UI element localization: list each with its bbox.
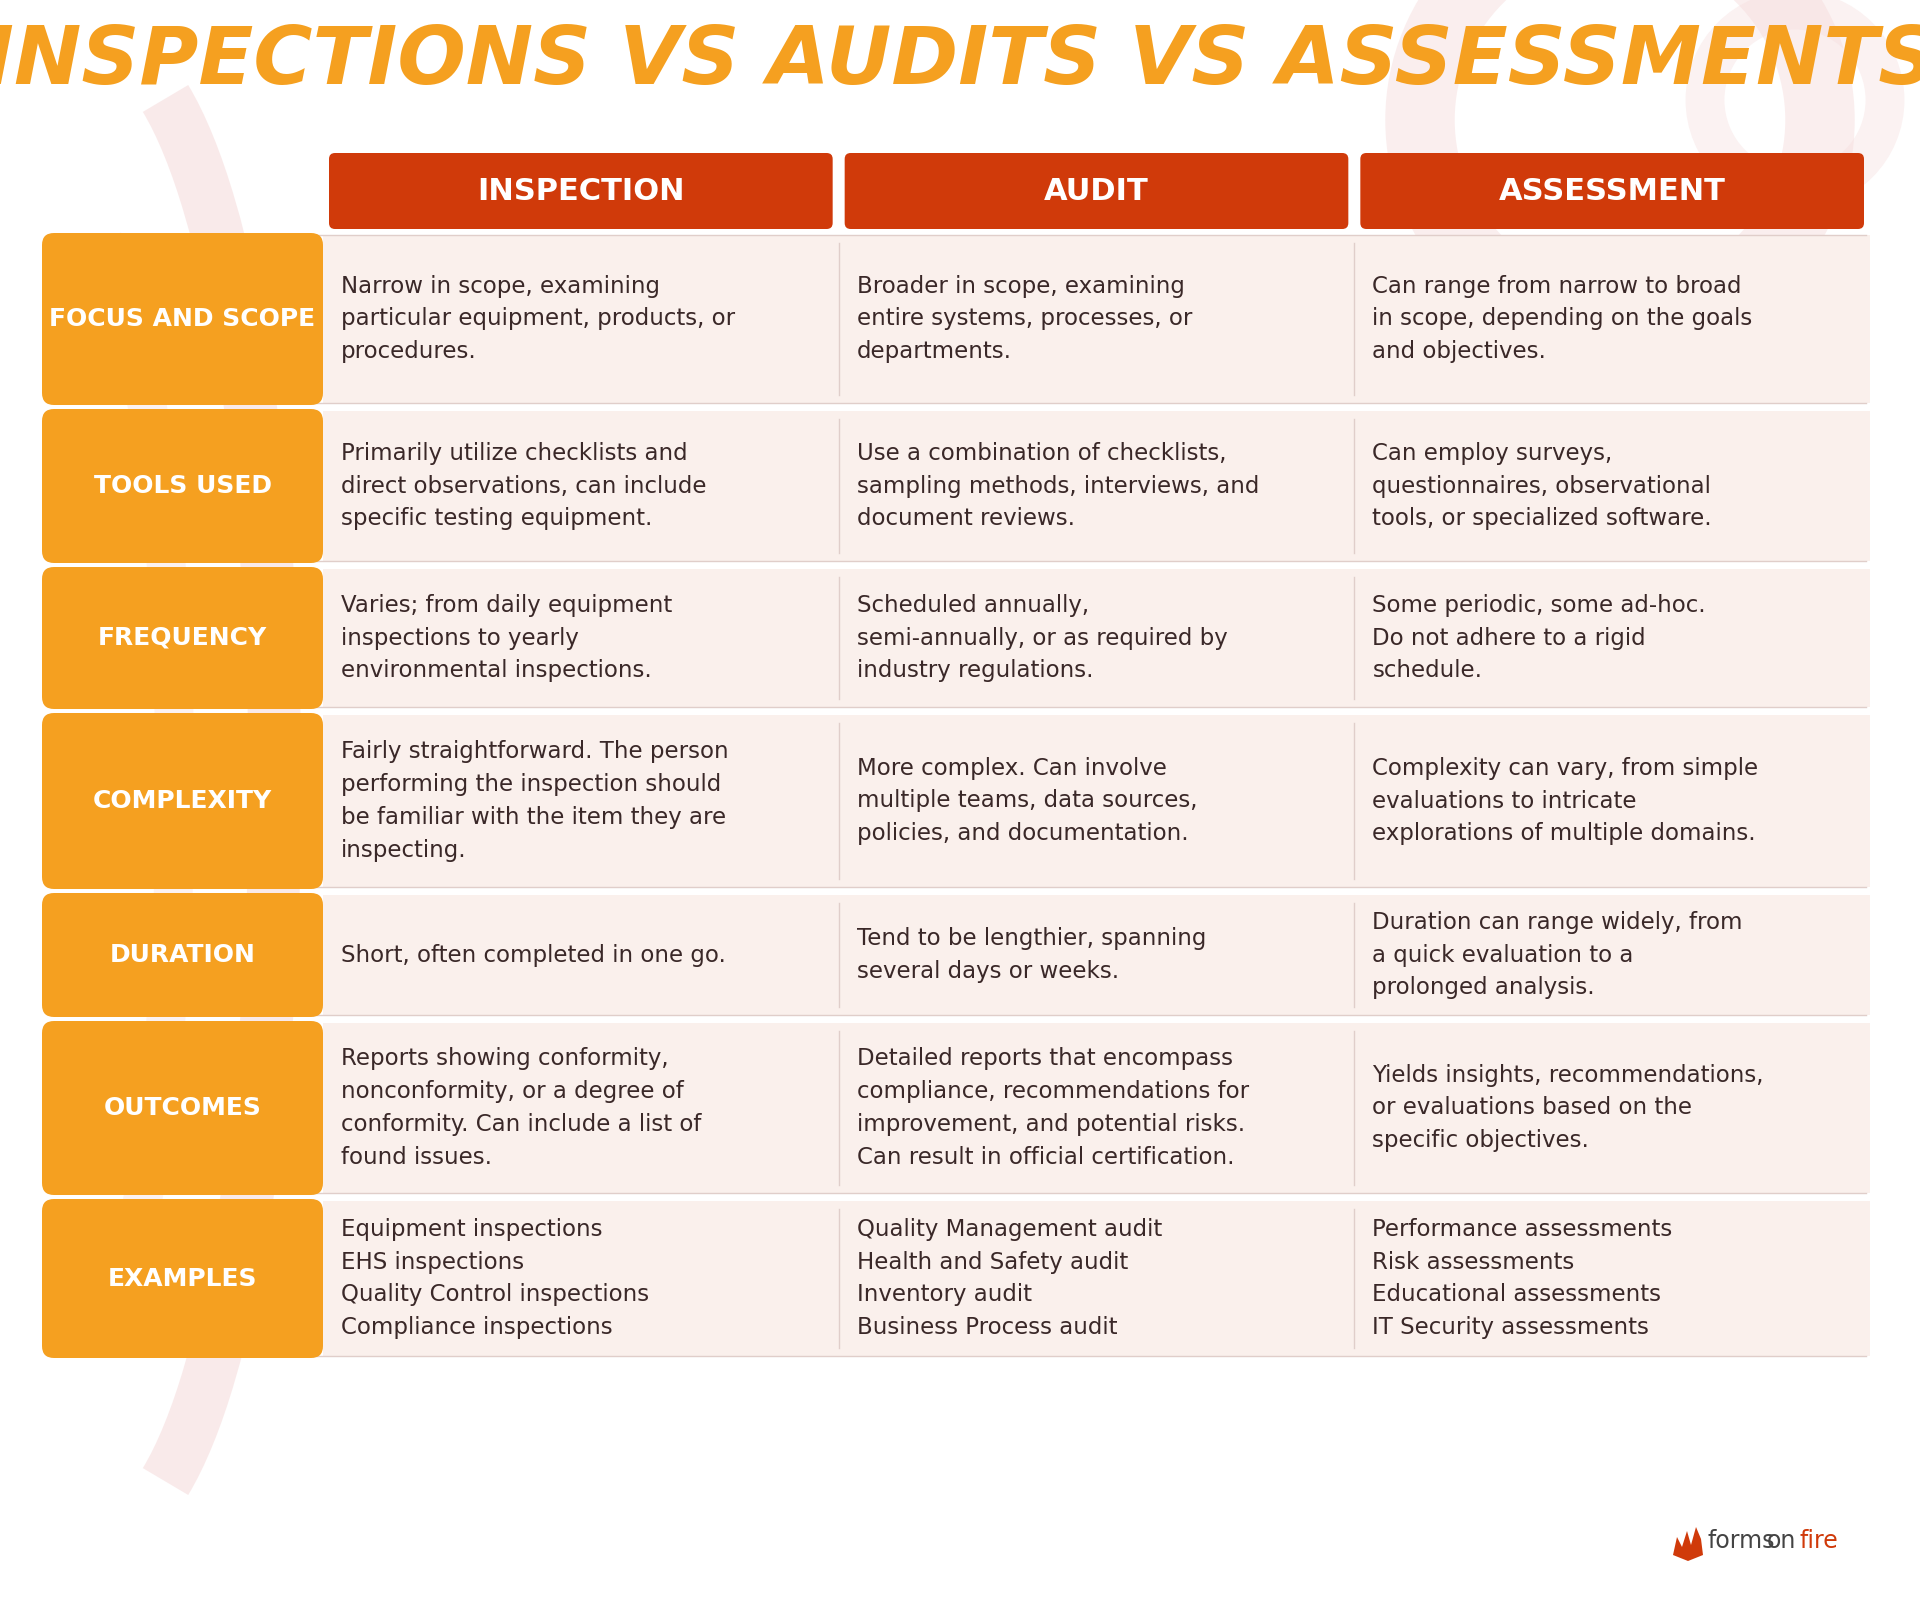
FancyBboxPatch shape [42,1021,323,1195]
Text: EXAMPLES: EXAMPLES [108,1267,257,1291]
FancyBboxPatch shape [42,567,323,708]
Text: Equipment inspections
EHS inspections
Quality Control inspections
Compliance ins: Equipment inspections EHS inspections Qu… [342,1217,649,1340]
Text: Yields insights, recommendations,
or evaluations based on the
specific objective: Yields insights, recommendations, or eva… [1373,1064,1764,1153]
Text: Quality Management audit
Health and Safety audit
Inventory audit
Business Proces: Quality Management audit Health and Safe… [856,1217,1162,1340]
Text: Narrow in scope, examining
particular equipment, products, or
procedures.: Narrow in scope, examining particular eq… [342,275,735,364]
Text: Varies; from daily equipment
inspections to yearly
environmental inspections.: Varies; from daily equipment inspections… [342,594,672,683]
FancyBboxPatch shape [42,713,323,889]
Text: Detailed reports that encompass
compliance, recommendations for
improvement, and: Detailed reports that encompass complian… [856,1046,1248,1169]
FancyBboxPatch shape [42,894,323,1018]
Text: Use a combination of checklists,
sampling methods, interviews, and
document revi: Use a combination of checklists, samplin… [856,441,1260,530]
FancyBboxPatch shape [323,568,1870,707]
FancyBboxPatch shape [42,233,323,406]
Text: Scheduled annually,
semi-annually, or as required by
industry regulations.: Scheduled annually, semi-annually, or as… [856,594,1227,683]
Text: Duration can range widely, from
a quick evaluation to a
prolonged analysis.: Duration can range widely, from a quick … [1373,911,1743,1000]
FancyBboxPatch shape [323,411,1870,560]
Text: forms: forms [1707,1530,1774,1554]
Text: Can employ surveys,
questionnaires, observational
tools, or specialized software: Can employ surveys, questionnaires, obse… [1373,441,1713,530]
FancyBboxPatch shape [323,1022,1870,1193]
Polygon shape [1672,1526,1703,1562]
Text: fire: fire [1799,1530,1837,1554]
Text: Fairly straightforward. The person
performing the inspection should
be familiar : Fairly straightforward. The person perfo… [342,741,728,861]
Text: on: on [1766,1530,1797,1554]
FancyBboxPatch shape [42,1199,323,1357]
Text: FREQUENCY: FREQUENCY [98,626,267,650]
FancyBboxPatch shape [42,409,323,564]
Text: Short, often completed in one go.: Short, often completed in one go. [342,943,726,966]
FancyBboxPatch shape [1361,153,1864,229]
Text: Primarily utilize checklists and
direct observations, can include
specific testi: Primarily utilize checklists and direct … [342,441,707,530]
Text: AUDIT: AUDIT [1044,177,1148,206]
FancyBboxPatch shape [323,895,1870,1014]
Text: TOOLS USED: TOOLS USED [94,473,271,497]
FancyBboxPatch shape [845,153,1348,229]
Text: DURATION: DURATION [109,943,255,968]
Text: COMPLEXITY: COMPLEXITY [92,789,273,813]
Text: More complex. Can involve
multiple teams, data sources,
policies, and documentat: More complex. Can involve multiple teams… [856,757,1198,845]
Text: Performance assessments
Risk assessments
Educational assessments
IT Security ass: Performance assessments Risk assessments… [1373,1217,1672,1340]
FancyBboxPatch shape [323,1201,1870,1356]
Text: OUTCOMES: OUTCOMES [104,1096,261,1121]
FancyBboxPatch shape [328,153,833,229]
Text: Tend to be lengthier, spanning
several days or weeks.: Tend to be lengthier, spanning several d… [856,927,1206,984]
Text: Reports showing conformity,
nonconformity, or a degree of
conformity. Can includ: Reports showing conformity, nonconformit… [342,1046,701,1169]
Text: INSPECTIONS VS AUDITS VS ASSESSMENTS: INSPECTIONS VS AUDITS VS ASSESSMENTS [0,23,1920,101]
FancyBboxPatch shape [323,235,1870,402]
Text: ASSESSMENT: ASSESSMENT [1500,177,1726,206]
Text: FOCUS AND SCOPE: FOCUS AND SCOPE [50,308,315,332]
Text: Can range from narrow to broad
in scope, depending on the goals
and objectives.: Can range from narrow to broad in scope,… [1373,275,1753,364]
FancyBboxPatch shape [323,715,1870,887]
Text: INSPECTION: INSPECTION [476,177,685,206]
Text: Complexity can vary, from simple
evaluations to intricate
explorations of multip: Complexity can vary, from simple evaluat… [1373,757,1759,845]
Text: Some periodic, some ad-hoc.
Do not adhere to a rigid
schedule.: Some periodic, some ad-hoc. Do not adher… [1373,594,1707,683]
Text: Broader in scope, examining
entire systems, processes, or
departments.: Broader in scope, examining entire syste… [856,275,1192,364]
